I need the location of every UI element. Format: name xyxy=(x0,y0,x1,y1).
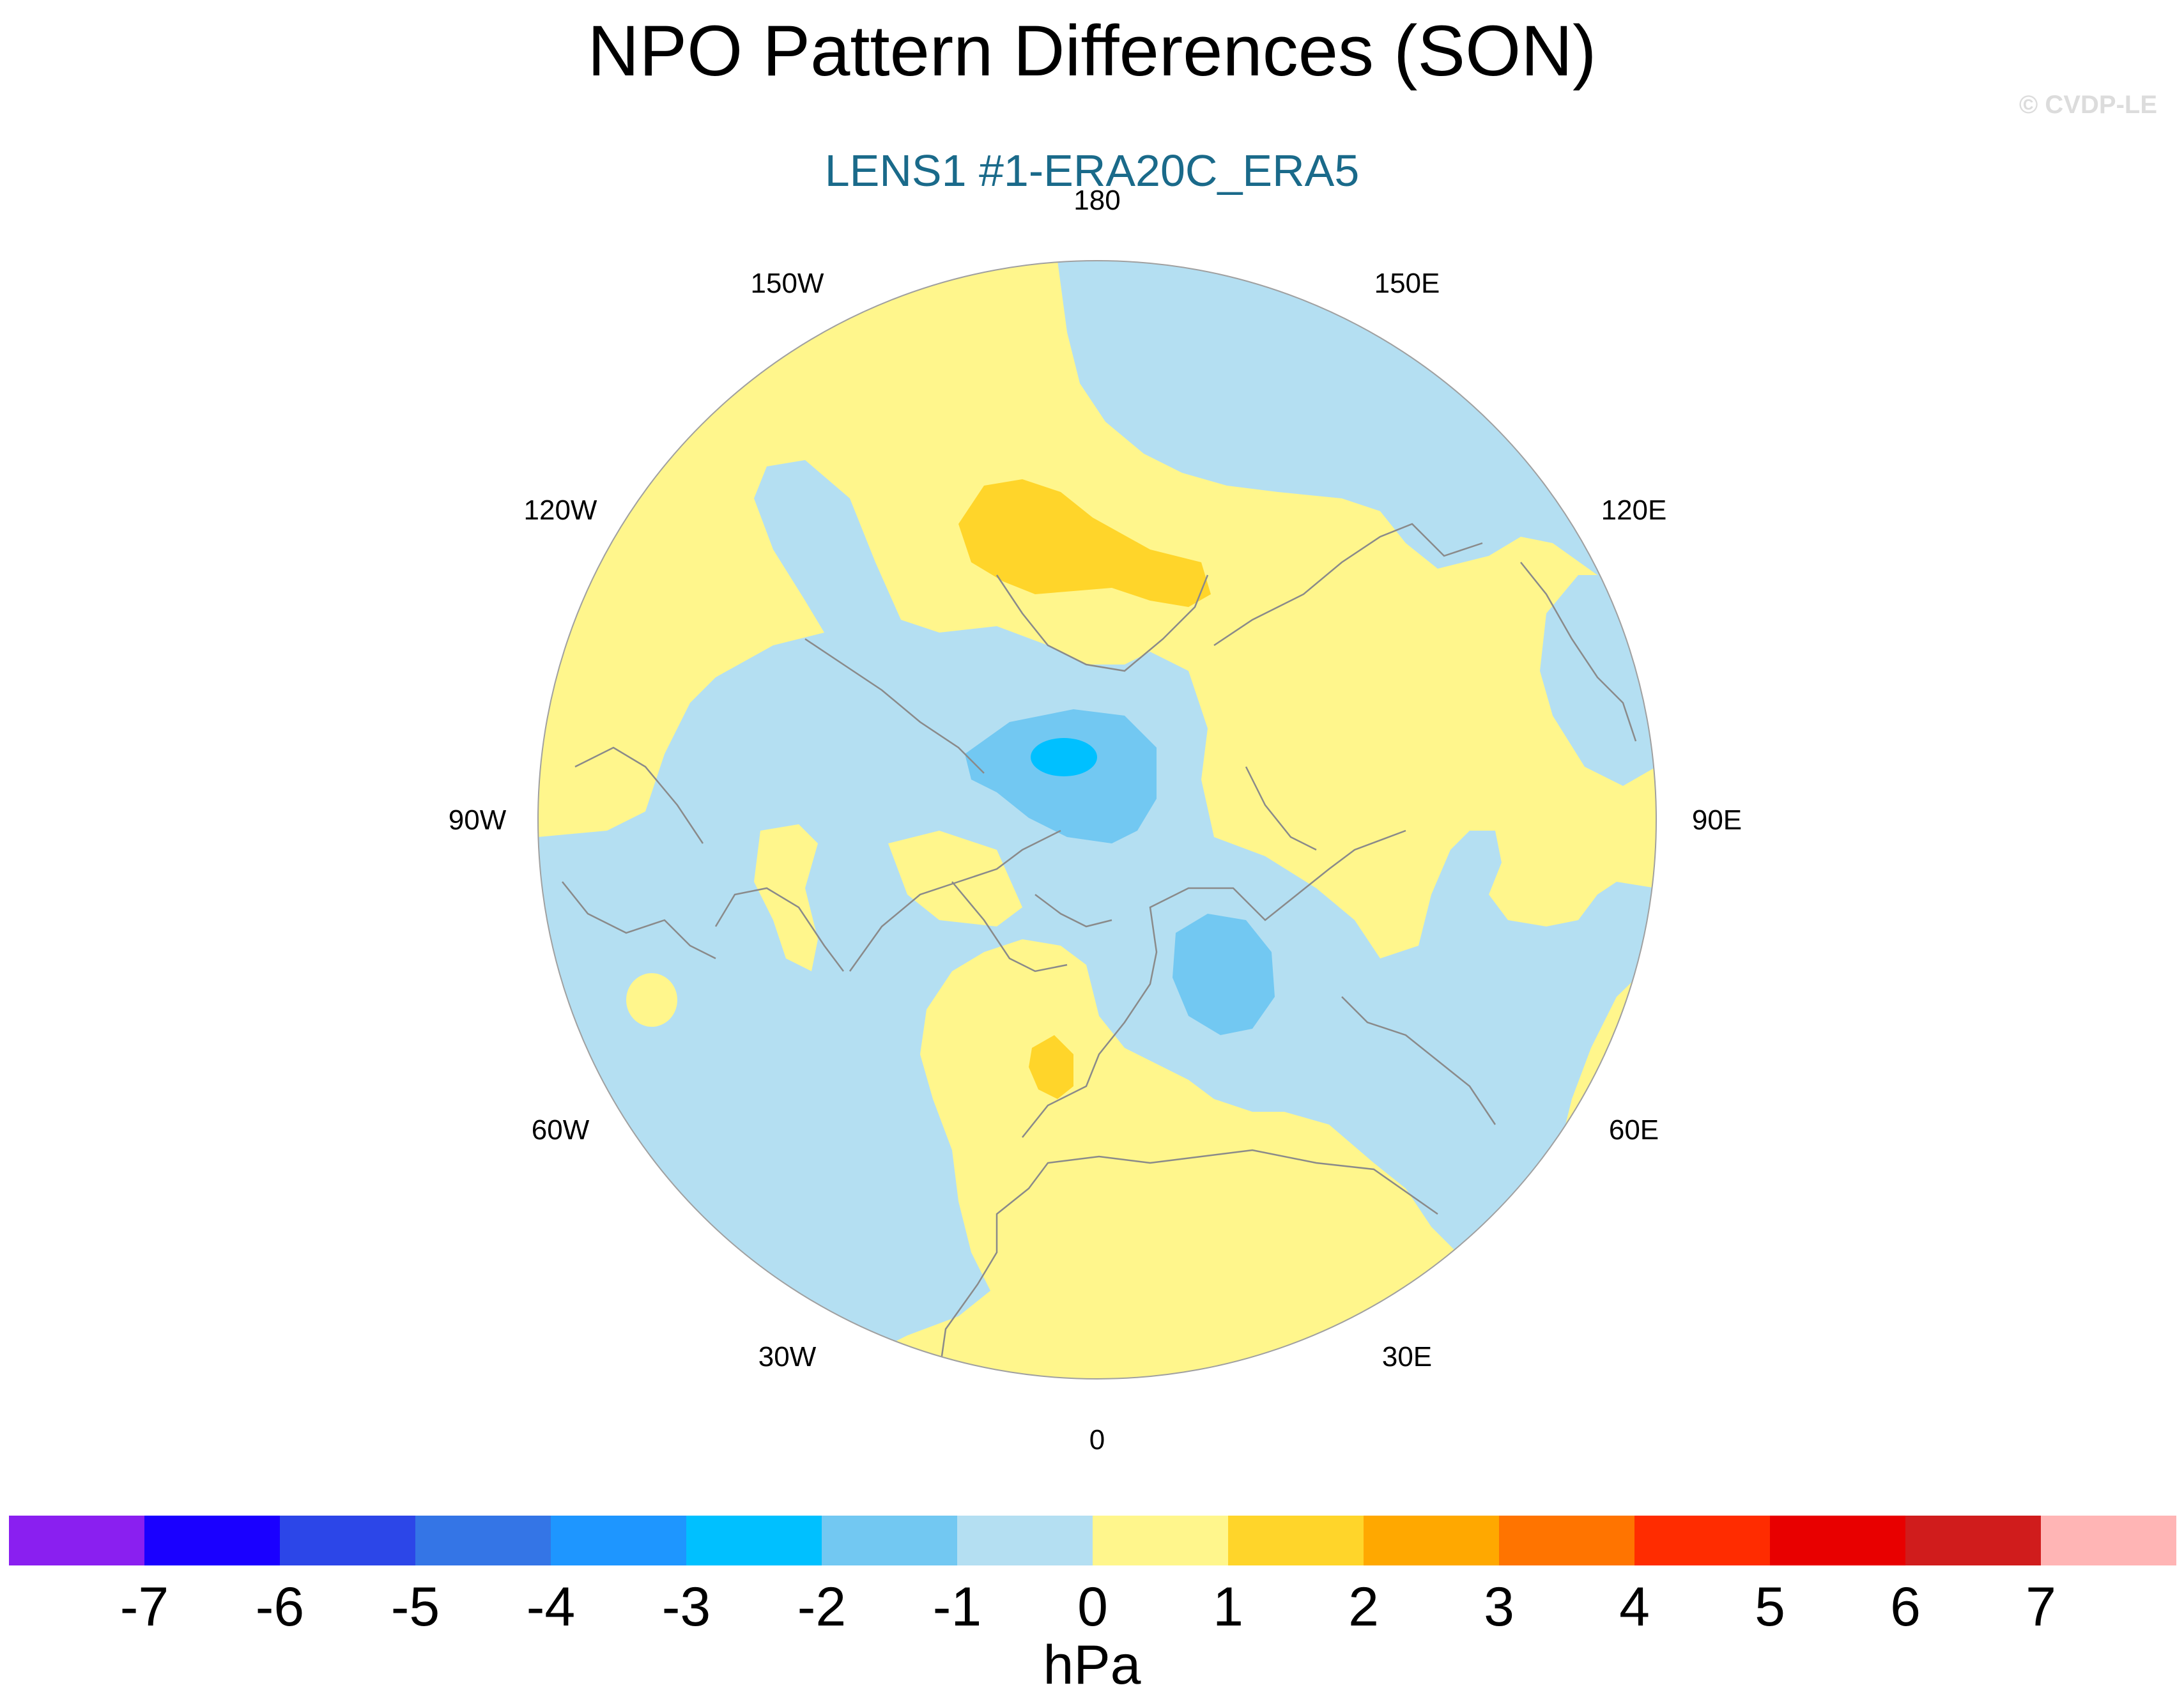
colorbar-tick-label: -4 xyxy=(526,1576,576,1638)
map-boundary xyxy=(537,260,1657,1380)
colorbar-swatch xyxy=(551,1516,686,1565)
colorbar-swatch xyxy=(1634,1516,1770,1565)
anomaly-region-positive xyxy=(888,831,1022,926)
colorbar-swatch xyxy=(822,1516,957,1565)
longitude-label: 120E xyxy=(1601,495,1667,526)
colorbar-tick-label: -1 xyxy=(932,1576,982,1638)
colorbar-tick-label: -5 xyxy=(390,1576,440,1638)
colorbar-units: hPa xyxy=(1043,1634,1141,1696)
coastlines xyxy=(562,523,1637,1374)
colorbar-tick-label: 5 xyxy=(1755,1576,1785,1638)
longitude-label: 0 xyxy=(1089,1424,1105,1456)
map-disc xyxy=(538,261,1656,1379)
chart-subtitle: LENS1 #1-ERA20C_ERA5 xyxy=(824,146,1360,196)
colorbar-tick-label: 0 xyxy=(1077,1576,1108,1638)
colorbar-swatch xyxy=(1905,1516,2041,1565)
colorbar-swatch xyxy=(9,1516,144,1565)
anomaly-region-negative-2 xyxy=(1173,914,1275,1035)
colorbar-tick-labels: -7 -6 -5 -4 -3 -2 -1 0 1 2 3 4 5 6 7 xyxy=(9,1575,2176,1639)
colorbar xyxy=(9,1516,2176,1565)
anomaly-region-negative xyxy=(538,460,1656,1379)
colorbar-tick-label: -3 xyxy=(661,1576,711,1638)
longitude-label: 90E xyxy=(1692,804,1742,836)
longitude-label: 150E xyxy=(1374,268,1440,299)
colorbar-swatch xyxy=(686,1516,822,1565)
chart-title: NPO Pattern Differences (SON) xyxy=(587,11,1597,91)
colorbar-tick-label: 2 xyxy=(1348,1576,1379,1638)
colorbar-tick-label: 3 xyxy=(1484,1576,1514,1638)
colorbar-tick-label: -7 xyxy=(119,1576,169,1638)
colorbar-tick-label: 7 xyxy=(2026,1576,2056,1638)
longitude-label: 180 xyxy=(1073,185,1120,216)
longitude-label: 90W xyxy=(449,804,507,836)
colorbar-tick-label: -6 xyxy=(255,1576,305,1638)
longitude-labels: 180 150E 120E 90E 60E 30E 0 30W 60W 90W 120W 150W xyxy=(449,185,1742,1456)
colorbar-swatch xyxy=(415,1516,551,1565)
colorbar-swatch xyxy=(1228,1516,1364,1565)
colorbar-swatch xyxy=(280,1516,415,1565)
anomaly-region-positive xyxy=(626,973,677,1027)
polar-map: 180 150E 120E 90E 60E 30E 0 30W 60W 90W 120W 150W xyxy=(449,185,1742,1456)
colorbar-swatch xyxy=(144,1516,280,1565)
longitude-label: 30W xyxy=(758,1341,817,1372)
longitude-label: 30E xyxy=(1382,1341,1432,1372)
colorbar-swatch xyxy=(1093,1516,1228,1565)
copyright-label: © CVDP-LE xyxy=(2019,91,2157,119)
colorbar-tick-label: 4 xyxy=(1619,1576,1650,1638)
colorbar-swatch xyxy=(1770,1516,1905,1565)
longitude-label: 150W xyxy=(751,268,824,299)
colorbar-tick-label: 1 xyxy=(1213,1576,1243,1638)
longitude-label: 60E xyxy=(1609,1114,1659,1146)
colorbar-swatch xyxy=(1499,1516,1634,1565)
colorbar-tick-label: 6 xyxy=(1890,1576,1921,1638)
colorbar-swatch xyxy=(2041,1516,2176,1565)
anomaly-region-positive-1 xyxy=(1029,1035,1073,1099)
longitude-label: 120W xyxy=(524,495,597,526)
colorbar-swatch xyxy=(1364,1516,1499,1565)
anomaly-region-positive xyxy=(754,824,818,971)
colorbar-tick-label: -2 xyxy=(797,1576,847,1638)
anomaly-region-negative-3 xyxy=(1031,738,1097,776)
colorbar-swatch xyxy=(957,1516,1093,1565)
longitude-label: 60W xyxy=(532,1114,590,1146)
anomaly-region-negative-2 xyxy=(965,709,1157,843)
anomaly-region-positive-1 xyxy=(958,479,1211,607)
